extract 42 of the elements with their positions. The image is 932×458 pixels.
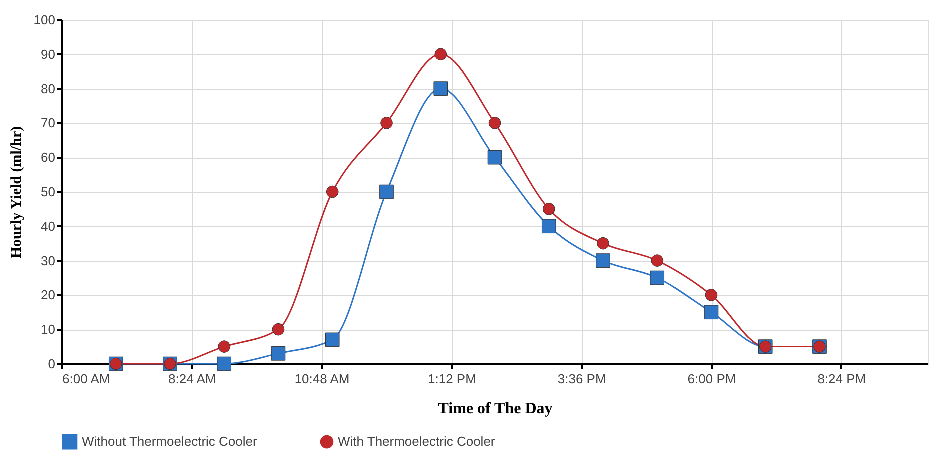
legend-label: With Thermoelectric Cooler bbox=[338, 434, 496, 450]
x-tick-label: 1:12 PM bbox=[428, 372, 476, 386]
y-tick-label: 40 bbox=[41, 218, 56, 234]
x-tick-label: 8:24 PM bbox=[818, 372, 866, 386]
y-tick-label: 90 bbox=[41, 46, 56, 62]
y-tick-label: 60 bbox=[41, 150, 56, 166]
point bbox=[651, 254, 664, 267]
point bbox=[542, 203, 556, 216]
point bbox=[272, 323, 285, 336]
point bbox=[542, 219, 556, 234]
point bbox=[434, 82, 448, 96]
y-axis-title: Hourly Yield (ml/hr) bbox=[8, 126, 25, 259]
point bbox=[217, 356, 232, 372]
point bbox=[218, 340, 231, 353]
y-tick-label: 30 bbox=[41, 253, 56, 268]
y-tick-label: 100 bbox=[34, 12, 56, 28]
point bbox=[705, 289, 718, 302]
point bbox=[596, 254, 610, 268]
point bbox=[650, 270, 665, 286]
point bbox=[488, 150, 502, 165]
x-tick-label: 10:48 AM bbox=[294, 372, 350, 386]
y-tick-label: 70 bbox=[41, 116, 56, 131]
x-tick-label: 6:00 PM bbox=[688, 372, 736, 386]
point bbox=[597, 237, 610, 250]
x-tick-label: 6:00 AM bbox=[62, 372, 110, 386]
x-axis-title: Time of The Day bbox=[438, 400, 553, 418]
y-tick-label: 20 bbox=[41, 288, 56, 303]
x-tick-label: 8:24 AM bbox=[168, 372, 216, 386]
x-tick-label: 3:36 PM bbox=[558, 372, 606, 386]
point bbox=[434, 48, 448, 61]
y-tick-label: 80 bbox=[41, 81, 56, 96]
point bbox=[380, 184, 394, 200]
y-tick-label: 10 bbox=[41, 322, 56, 338]
y-tick-label: 0 bbox=[48, 356, 56, 372]
point bbox=[271, 346, 286, 361]
legend-label: Without Thermoelectric Cooler bbox=[82, 434, 258, 450]
point bbox=[380, 117, 393, 130]
point bbox=[326, 186, 339, 198]
point bbox=[488, 117, 502, 130]
point bbox=[704, 305, 719, 320]
y-tick-label: 50 bbox=[41, 184, 56, 200]
point bbox=[325, 332, 340, 348]
